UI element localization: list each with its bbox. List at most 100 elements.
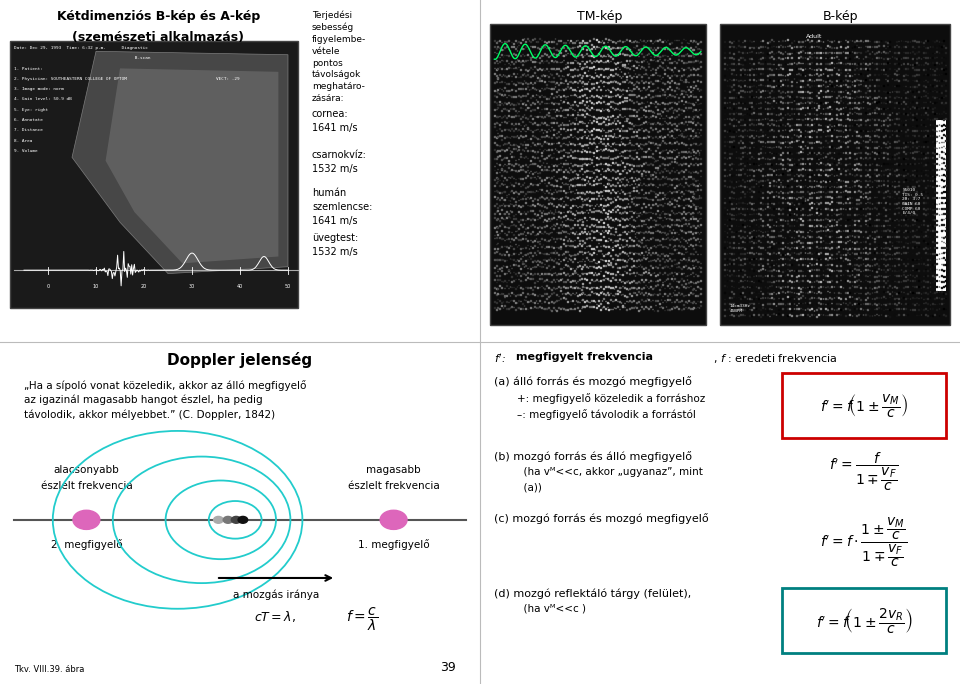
Point [579,37,594,48]
Point [643,70,659,81]
Point [489,261,504,272]
Point [618,174,634,185]
Point [813,236,828,247]
Point [822,175,837,186]
Point [564,227,580,238]
Point [933,220,948,231]
Point [646,276,661,287]
Point [778,226,793,237]
Point [874,259,889,269]
Point [631,166,646,176]
Point [491,72,506,83]
Point [667,234,683,245]
Point [608,235,623,246]
Point [840,41,855,52]
Point [717,114,732,124]
Point [515,34,530,45]
Point [624,220,639,231]
Point [918,259,933,270]
Point [844,92,859,103]
Point [753,293,768,304]
Point [646,42,661,53]
Point [489,43,504,54]
Point [528,249,543,260]
Point [534,207,549,218]
Point [515,151,530,162]
Point [554,90,569,101]
Point [811,270,827,281]
Point [825,146,840,157]
Point [840,193,855,204]
Point [896,259,911,269]
Point [549,132,564,143]
Point [884,107,900,118]
Point [802,158,817,169]
Point [680,185,695,196]
Point [853,58,869,69]
Point [570,179,586,190]
Point [601,98,616,109]
Point [920,135,935,146]
Point [744,59,759,70]
Point [918,190,933,201]
Point [913,70,928,81]
Point [894,254,909,265]
Point [830,225,846,236]
Point [913,265,928,276]
Point [556,201,571,212]
Point [558,240,573,251]
Point [717,236,732,247]
Point [898,108,913,119]
Point [596,274,612,285]
Point [646,78,661,89]
Point [544,138,560,149]
Point [911,265,926,276]
Text: 10: 10 [93,284,99,289]
Point [674,225,689,236]
Point [636,146,651,157]
Point [786,199,802,210]
Point [811,297,827,308]
Point [737,75,753,86]
Point [855,113,871,124]
Point [502,253,517,264]
Point [757,92,773,103]
Point [607,42,622,53]
Point [605,153,620,163]
Point [775,48,790,59]
Point [936,106,951,117]
Point [815,186,830,197]
Point [857,175,873,186]
Point [644,110,660,121]
Point [669,233,684,244]
Point [489,304,504,315]
Point [784,241,800,252]
Point [564,288,580,299]
Point [596,192,612,203]
Point [663,273,679,284]
Point [655,279,670,290]
Point [568,99,584,110]
Point [610,185,625,196]
Point [735,109,751,120]
Point [667,104,683,115]
Point [800,270,815,281]
Point [825,52,840,63]
Point [898,63,913,74]
Point [504,131,519,142]
Point [667,47,683,58]
Point [556,238,571,249]
Point [847,308,862,319]
Point [820,148,835,159]
Point [867,310,882,321]
Point [513,247,528,258]
Point [680,42,695,53]
Point [732,169,748,180]
Point [536,165,551,176]
Point [581,158,596,169]
Point [793,282,808,293]
Point [631,254,646,265]
Point [502,59,517,70]
Point [579,103,594,114]
Point [918,242,933,253]
